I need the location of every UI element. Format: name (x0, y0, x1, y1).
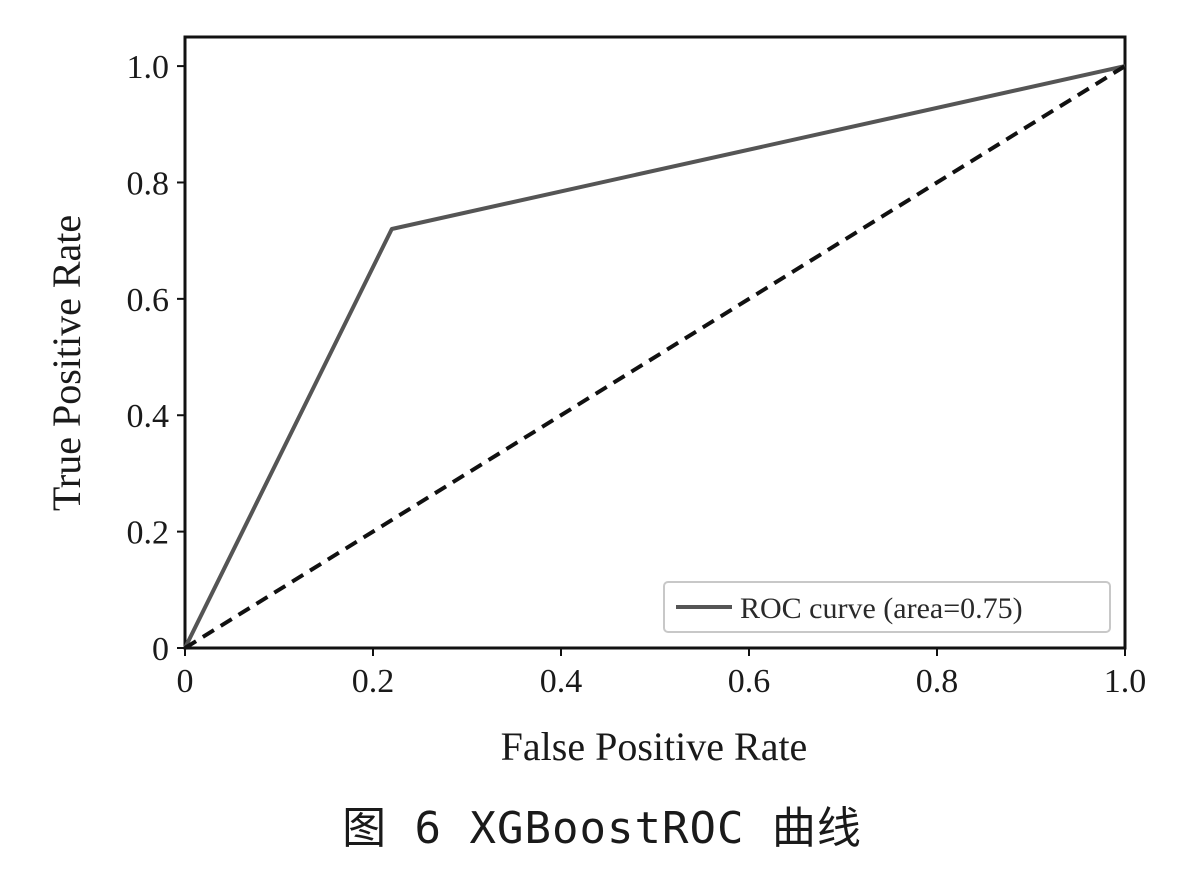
legend-box (663, 581, 1111, 633)
plot-area (183, 35, 1127, 650)
y-tick-label: 1.0 (127, 49, 170, 86)
figure-caption: 图 6 XGBoostROC 曲线 (342, 803, 862, 854)
y-tick-label: 0.8 (127, 165, 170, 202)
legend-entry-roc: ROC curve (area=0.75) (740, 592, 1023, 625)
ticks: 0 0.2 0.4 0.6 0.8 1.0 0 0.2 0.4 0.6 0.8 1.0 (127, 49, 1147, 700)
y-tick-label: 0.4 (127, 398, 170, 435)
plot-frame (183, 35, 1127, 650)
series-diagonal-reference (183, 64, 1127, 650)
x-tick-label: 0 (177, 663, 194, 700)
y-axis-label: True Positive Rate (44, 215, 89, 511)
y-tick-label: 0.2 (127, 515, 170, 552)
x-tick-label: 0.2 (352, 663, 395, 700)
y-tick-label: 0.6 (127, 282, 170, 319)
y-tick-label: 0 (152, 631, 169, 668)
legend: ROC curve (area=0.75) (663, 581, 1111, 633)
x-tick-label: 0.6 (728, 663, 771, 700)
roc-chart: 0 0.2 0.4 0.6 0.8 1.0 0 0.2 0.4 0.6 0.8 1.0 False P… (44, 35, 1147, 769)
x-axis-label: False Positive Rate (501, 724, 808, 769)
x-tick-label: 0.4 (540, 663, 583, 700)
series-roc-curve (183, 64, 1126, 649)
x-tick-label: 0.8 (916, 663, 959, 700)
x-tick-label: 1.0 (1104, 663, 1147, 700)
